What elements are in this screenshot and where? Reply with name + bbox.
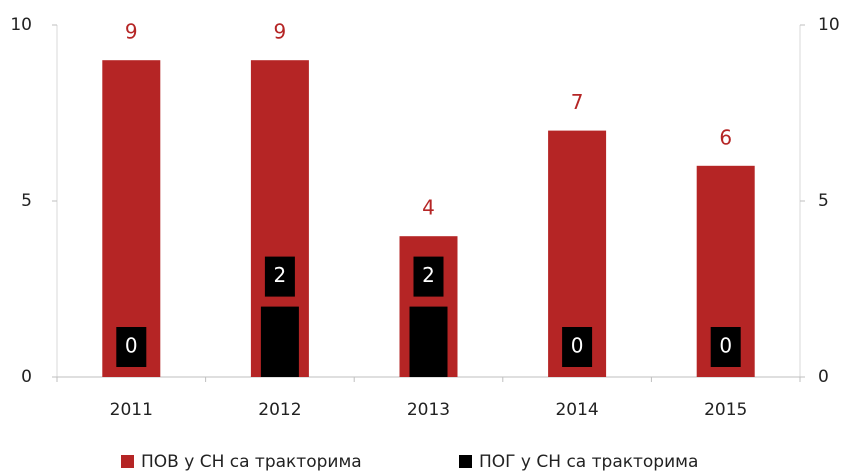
bar: [102, 60, 161, 377]
bar: [260, 306, 299, 377]
x-tick-label: 2015: [704, 400, 747, 420]
x-tick-label: 2011: [110, 400, 153, 420]
data-label-box: [562, 327, 593, 367]
data-label: 7: [571, 90, 584, 114]
data-label-box: [116, 327, 147, 367]
x-tick-label: 2012: [258, 400, 301, 420]
bar: [409, 306, 448, 377]
data-label: 2: [274, 263, 287, 287]
data-label-box: [264, 256, 295, 297]
data-label: 0: [125, 334, 138, 358]
y-tick-label: 5: [21, 191, 32, 211]
data-label-box: [413, 256, 444, 297]
data-label: 0: [571, 334, 584, 358]
legend-label: ПОВ у СН са тракторима: [141, 452, 362, 472]
legend-swatch: [459, 455, 472, 468]
legend-label: ПОГ у СН са тракторима: [479, 452, 698, 472]
data-label: 4: [422, 196, 435, 220]
x-tick-label: 2013: [407, 400, 450, 420]
data-label: 2: [422, 263, 435, 287]
y2-tick-label: 10: [818, 15, 840, 35]
y2-tick-label: 0: [818, 367, 829, 387]
y-tick-label: 10: [10, 15, 32, 35]
data-label: 6: [719, 125, 732, 149]
data-label: 9: [274, 20, 287, 44]
y2-tick-label: 5: [818, 191, 829, 211]
data-label: 0: [719, 334, 732, 358]
x-tick-label: 2014: [555, 400, 598, 420]
data-label: 9: [125, 20, 138, 44]
data-label-box: [710, 327, 741, 367]
y-tick-label: 0: [21, 367, 32, 387]
legend-swatch: [121, 455, 134, 468]
